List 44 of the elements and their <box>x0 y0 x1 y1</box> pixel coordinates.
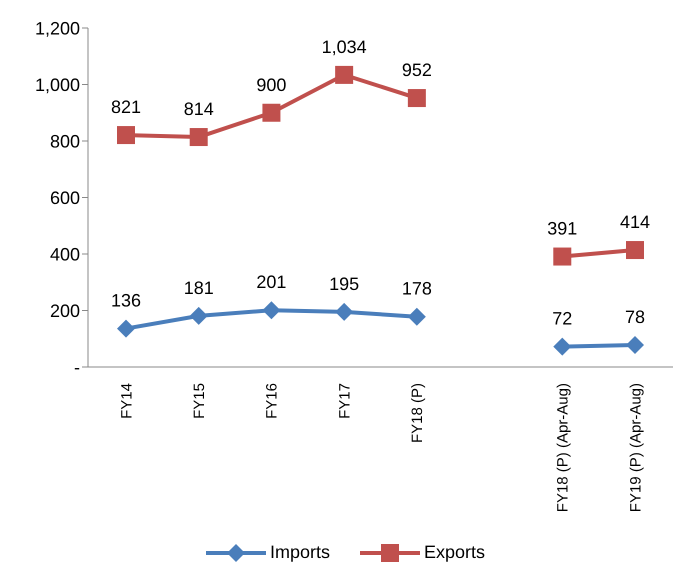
point <box>626 241 644 260</box>
x-tick-label: FY18 (P) <box>409 382 426 444</box>
data-label: 136 <box>110 290 142 311</box>
point <box>117 320 135 338</box>
data-label: 952 <box>402 60 432 80</box>
x-tick-label: FY16 <box>264 383 281 419</box>
point <box>626 336 644 354</box>
data-label: 78 <box>624 306 646 327</box>
data-label: 201 <box>256 272 286 292</box>
y-tick-label: 1,200 <box>34 18 80 38</box>
point <box>335 66 354 84</box>
data-label: 195 <box>329 274 360 294</box>
legend-label: Imports <box>270 542 330 563</box>
point <box>408 89 426 108</box>
point <box>190 306 208 325</box>
point <box>190 128 208 146</box>
data-label: 72 <box>552 308 572 329</box>
y-tick-label: 800 <box>50 131 80 152</box>
data-label: 1,034 <box>322 36 367 57</box>
point <box>553 338 572 356</box>
x-tick-label: FY15 <box>190 383 208 419</box>
legend-label: Exports <box>424 542 486 563</box>
x-tick-label: FY17 <box>336 383 354 419</box>
data-label: 900 <box>256 74 286 95</box>
x-tick-label: FY19 (P) (Apr-Aug) <box>627 383 644 512</box>
point <box>408 308 426 326</box>
y-tick-label: 200 <box>50 300 80 321</box>
y-tick-label: 600 <box>50 188 80 208</box>
y-tick-label: 400 <box>50 244 80 264</box>
data-label: 814 <box>184 99 214 120</box>
data-label: 181 <box>184 278 214 298</box>
point <box>262 104 280 122</box>
y-tick-label: - <box>74 357 80 378</box>
data-label: 414 <box>620 212 650 232</box>
point <box>262 301 280 320</box>
x-tick-label: FY18 (P) (Apr-Aug) <box>554 383 572 512</box>
point <box>335 302 354 321</box>
data-label: 391 <box>547 218 578 239</box>
y-tick-label: 1,000 <box>34 74 80 95</box>
point <box>117 126 135 144</box>
data-label: 178 <box>402 278 432 299</box>
point <box>553 248 572 266</box>
data-label: 821 <box>110 97 142 118</box>
x-tick-label: FY14 <box>118 383 136 419</box>
